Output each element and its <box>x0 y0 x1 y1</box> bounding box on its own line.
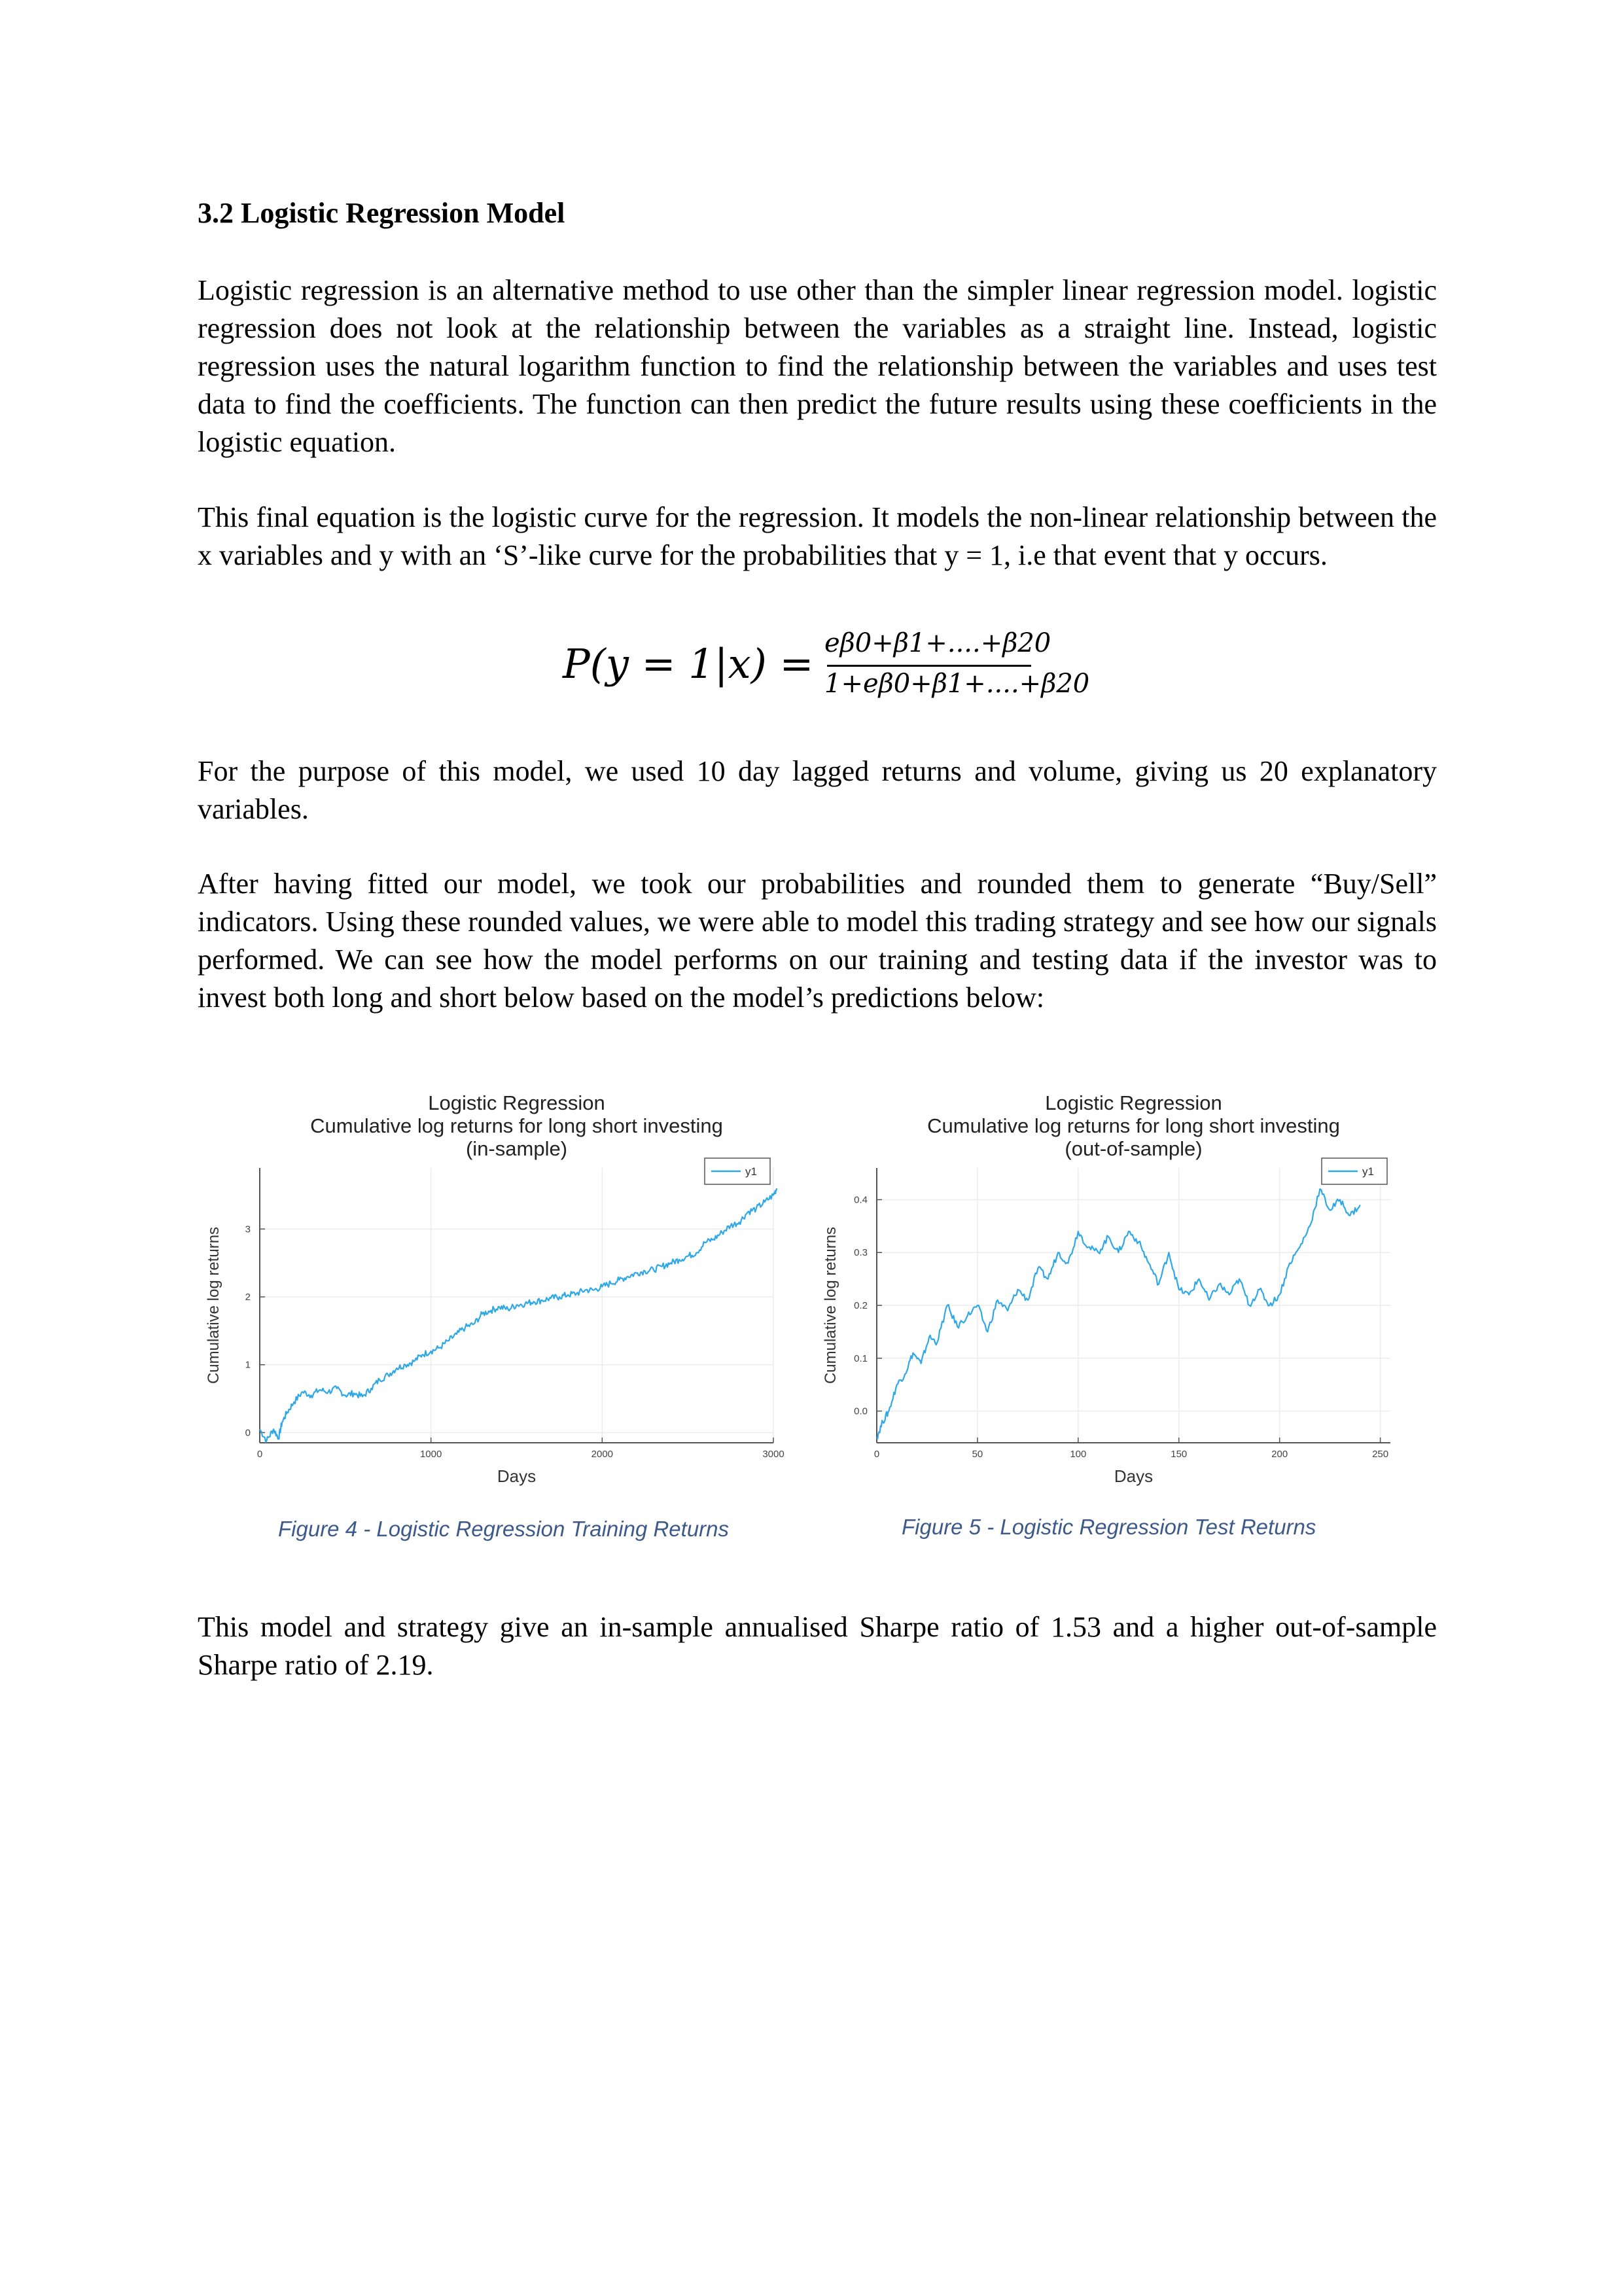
y-tick-label: 3 <box>245 1224 251 1235</box>
y-axis-label: Cumulative log returns <box>822 1227 839 1384</box>
chart-subtitle-line: (out-of-sample) <box>1065 1137 1202 1160</box>
fraction-bar <box>827 665 1031 667</box>
y-tick-label: 0.3 <box>854 1247 868 1258</box>
legend-label: y1 <box>745 1165 757 1178</box>
chart-subtitle-line: (in-sample) <box>466 1137 567 1160</box>
paragraph-variables: For the purpose of this model, we used 1… <box>198 755 1437 825</box>
y-tick-label: 1 <box>245 1360 251 1371</box>
y-tick-label: 0.2 <box>854 1300 868 1311</box>
chart-title: Logistic Regression <box>1045 1091 1222 1114</box>
x-axis-label: Days <box>497 1466 536 1486</box>
x-tick-label: 50 <box>972 1449 983 1460</box>
figure-5-caption: Figure 5 - Logistic Regression Test Retu… <box>902 1515 1316 1539</box>
y-tick-label: 0.4 <box>854 1194 868 1205</box>
y-axis-label: Cumulative log returns <box>205 1227 222 1384</box>
legend-label: y1 <box>1362 1165 1374 1178</box>
logistic-equation: P(y = 1|x) = eβ0+β1+....+β20 1+eβ0+β1+..… <box>563 628 1090 707</box>
chart-subtitle-line: Cumulative log returns for long short in… <box>310 1114 723 1137</box>
x-tick-label: 150 <box>1171 1449 1187 1460</box>
paragraph-logistic-curve: This final equation is the logistic curv… <box>198 501 1437 571</box>
y-tick-label: 0.0 <box>854 1406 868 1417</box>
section-heading: 3.2 Logistic Regression Model <box>198 197 565 229</box>
y-tick-label: 0.1 <box>854 1353 868 1364</box>
series-line-y1 <box>876 1188 1361 1439</box>
figure-4-caption: Figure 4 - Logistic Regression Training … <box>278 1517 730 1541</box>
x-tick-label: 0 <box>257 1449 262 1460</box>
paragraph-intro: Logistic regression is an alternative me… <box>198 274 1437 458</box>
x-tick-label: 0 <box>874 1449 879 1460</box>
equation-numerator: eβ0+β1+....+β20 <box>824 628 1051 658</box>
chart-in-sample: Logistic Regression Cumulative log return… <box>198 1086 800 1505</box>
x-tick-label: 250 <box>1372 1449 1388 1460</box>
chart-subtitle-line: Cumulative log returns for long short in… <box>927 1114 1340 1137</box>
x-axis-label: Days <box>1114 1466 1153 1486</box>
x-tick-label: 200 <box>1271 1449 1288 1460</box>
y-tick-label: 0 <box>245 1427 251 1438</box>
chart-title: Logistic Regression <box>428 1091 605 1114</box>
x-tick-label: 2000 <box>591 1449 613 1460</box>
x-tick-label: 100 <box>1070 1449 1086 1460</box>
series-line-y1 <box>259 1188 778 1443</box>
chart-out-of-sample: Logistic Regression Cumulative log return… <box>815 1086 1417 1505</box>
y-tick-label: 2 <box>245 1292 251 1303</box>
paragraph-strategy: After having fitted our model, we took o… <box>198 868 1437 1014</box>
x-tick-label: 1000 <box>420 1449 442 1460</box>
x-tick-label: 3000 <box>762 1449 784 1460</box>
equation-denominator: 1+eβ0+β1+....+β20 <box>824 669 1090 699</box>
paragraph-sharpe: This model and strategy give an in-sampl… <box>198 1611 1437 1681</box>
equation-lhs: P(y = 1|x) = <box>563 640 814 688</box>
